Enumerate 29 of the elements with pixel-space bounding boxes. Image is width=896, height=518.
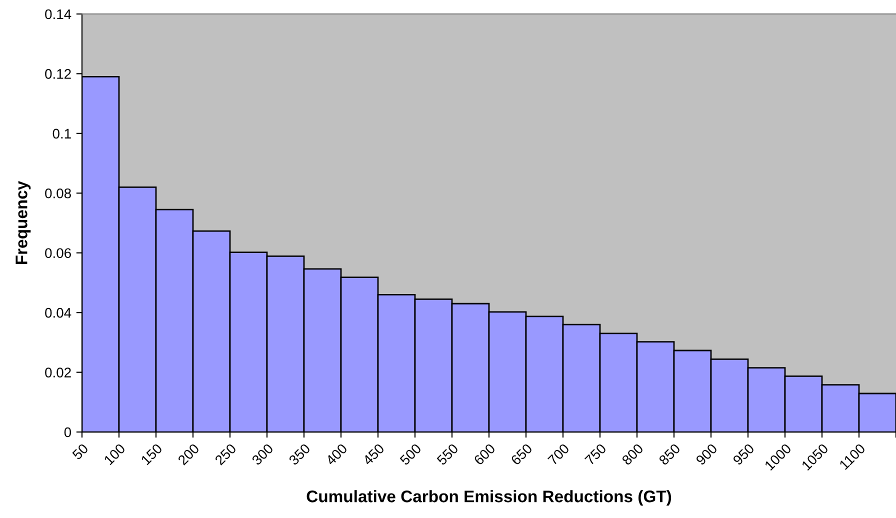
x-tick-label: 900: [695, 443, 718, 466]
x-tick-label: 700: [547, 443, 570, 466]
y-tick-label: 0.04: [45, 308, 72, 318]
y-tick-label: 0.02: [45, 368, 71, 378]
y-tick-label: 0.1: [52, 128, 71, 139]
x-tick-label: 100: [104, 443, 126, 466]
x-tick-label: 400: [325, 443, 348, 466]
x-tick-label: 850: [658, 443, 681, 466]
y-tick-label: 0.08: [45, 188, 71, 198]
x-tick-label: 600: [473, 443, 496, 466]
x-tick-label: 450: [362, 443, 385, 466]
y-tick-label: 0.14: [45, 9, 72, 20]
y-tick-label: 0.12: [45, 69, 71, 79]
x-tick-label: 650: [510, 443, 533, 466]
y-tick-label: 0.06: [45, 248, 71, 258]
x-tick-label: 750: [584, 443, 607, 466]
x-tick-label: 200: [177, 443, 200, 466]
x-tick-label: 800: [621, 443, 644, 466]
y-axis-title: Frequency: [16, 180, 31, 264]
y-tick-label: 0: [64, 427, 72, 438]
x-tick-label: 250: [214, 443, 237, 466]
x-tick-label: 150: [140, 443, 163, 466]
x-tick-label: 950: [732, 443, 755, 466]
x-tick-label: 300: [251, 443, 274, 466]
x-tick-label: 550: [436, 443, 459, 466]
x-tick-label: 50: [72, 443, 89, 460]
x-axis-title: Cumulative Carbon Emission Reductions (GT): [306, 490, 672, 506]
x-tick-label: 500: [399, 443, 422, 466]
x-tick-label: 350: [288, 443, 311, 466]
